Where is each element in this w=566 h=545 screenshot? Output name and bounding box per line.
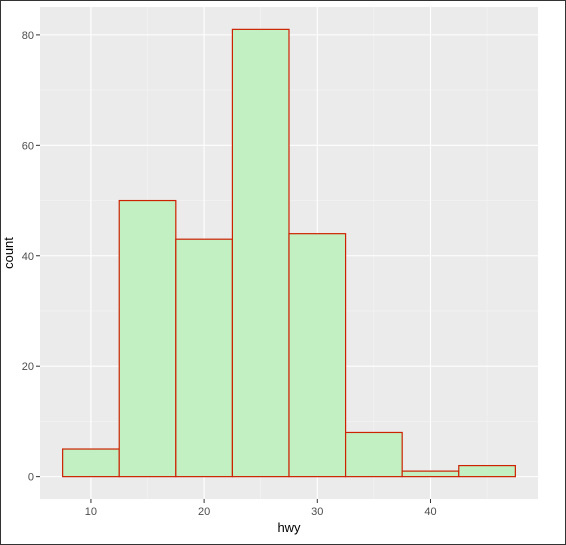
histogram-bar (231, 28, 290, 478)
y-tick-label: 40 (22, 251, 34, 263)
y-tick-label: 20 (22, 361, 34, 373)
x-tick-label: 20 (198, 506, 210, 518)
y-axis-title: count (1, 237, 16, 269)
y-axis-ticks: 0 20 40 60 80 (22, 30, 40, 484)
histogram-bar (288, 233, 347, 478)
histogram-bar (458, 464, 516, 478)
histogram-bar (62, 448, 120, 478)
histogram-bar (175, 238, 234, 478)
y-tick-label: 60 (22, 140, 34, 152)
x-axis-ticks: 10 20 30 40 (85, 499, 437, 518)
y-tick-label: 80 (22, 30, 34, 42)
histogram-bar (401, 470, 460, 478)
y-tick-label: 0 (28, 472, 34, 484)
x-tick-label: 30 (311, 506, 323, 518)
histogram-bar (118, 199, 177, 478)
histogram-bar (344, 431, 403, 478)
histogram-bars (62, 28, 516, 478)
x-axis-title: hwy (277, 520, 301, 535)
x-tick-label: 10 (85, 506, 97, 518)
x-tick-label: 40 (424, 506, 436, 518)
